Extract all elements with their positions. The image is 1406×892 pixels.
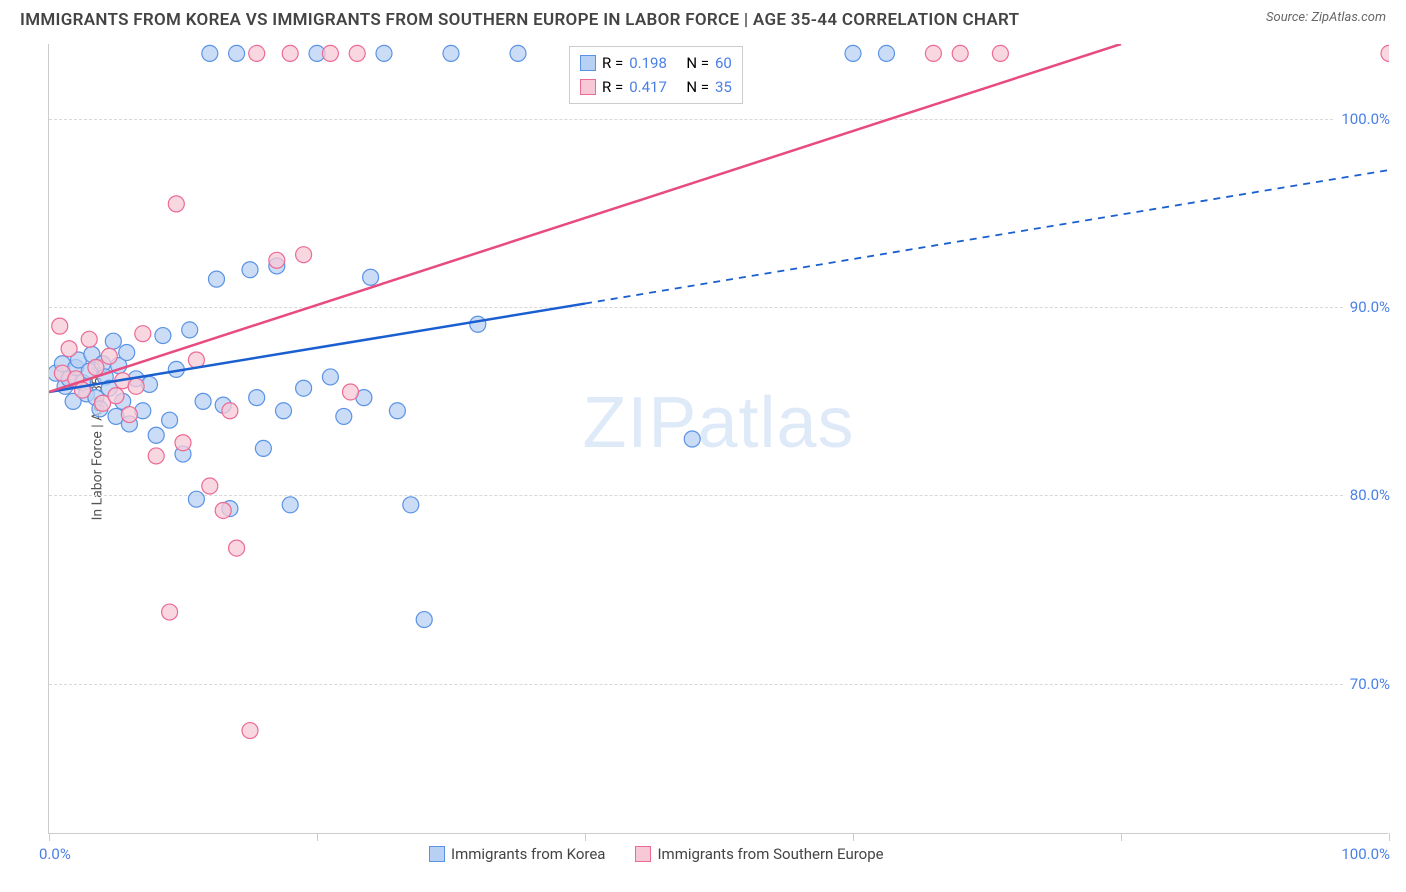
x-tick — [49, 833, 50, 841]
scatter-point — [229, 45, 245, 61]
source-attribution: Source: ZipAtlas.com — [1266, 10, 1386, 25]
scatter-point — [403, 497, 419, 513]
scatter-point — [119, 344, 135, 360]
swatch-series-0 — [580, 55, 596, 71]
scatter-point — [952, 45, 968, 61]
scatter-point — [88, 360, 104, 376]
x-tick — [853, 833, 854, 841]
scatter-point — [322, 369, 338, 385]
scatter-point — [363, 269, 379, 285]
scatter-point — [202, 45, 218, 61]
scatter-point — [229, 540, 245, 556]
scatter-point — [168, 196, 184, 212]
scatter-point — [282, 497, 298, 513]
swatch-bottom-0 — [429, 846, 445, 862]
scatter-point — [269, 252, 285, 268]
scatter-point — [162, 604, 178, 620]
r-value-0: 0.198 — [629, 51, 667, 75]
legend-stats-row-1: R = 0.417 N = 35 — [580, 75, 732, 99]
swatch-series-1 — [580, 79, 596, 95]
scatter-point — [343, 384, 359, 400]
scatter-point — [992, 45, 1008, 61]
scatter-point — [135, 326, 151, 342]
scatter-point — [121, 407, 137, 423]
x-axis-label-min: 0.0% — [39, 845, 71, 863]
series-name-1: Immigrants from Southern Europe — [657, 845, 883, 863]
n-label: N = — [686, 75, 709, 99]
scatter-svg — [49, 44, 1389, 834]
scatter-point — [195, 393, 211, 409]
plot-area: ZIPatlas 70.0%80.0%90.0%100.0% R = 0.198… — [48, 44, 1388, 834]
scatter-point — [148, 427, 164, 443]
scatter-point — [128, 378, 144, 394]
scatter-point — [108, 388, 124, 404]
scatter-point — [879, 45, 895, 61]
scatter-point — [105, 333, 121, 349]
x-tick — [317, 833, 318, 841]
series-name-0: Immigrants from Korea — [451, 845, 605, 863]
scatter-point — [202, 478, 218, 494]
scatter-point — [249, 390, 265, 406]
scatter-point — [215, 502, 231, 518]
scatter-point — [282, 45, 298, 61]
scatter-point — [336, 408, 352, 424]
scatter-point — [925, 45, 941, 61]
scatter-point — [510, 45, 526, 61]
x-axis-label-max: 100.0% — [1341, 845, 1390, 863]
scatter-point — [684, 431, 700, 447]
scatter-point — [255, 440, 271, 456]
regression-line-dashed — [585, 170, 1389, 304]
r-label: R = — [602, 75, 623, 99]
chart-container: In Labor Force | Age 35-44 ZIPatlas 70.0… — [48, 44, 1388, 834]
scatter-point — [416, 612, 432, 628]
swatch-bottom-1 — [635, 846, 651, 862]
scatter-point — [845, 45, 861, 61]
scatter-point — [175, 435, 191, 451]
scatter-point — [222, 403, 238, 419]
legend-stats-row-0: R = 0.198 N = 60 — [580, 51, 732, 75]
scatter-point — [101, 348, 117, 364]
scatter-point — [52, 318, 68, 334]
scatter-point — [188, 491, 204, 507]
scatter-point — [376, 45, 392, 61]
source-prefix: Source: — [1266, 10, 1311, 25]
x-tick — [585, 833, 586, 841]
scatter-point — [61, 341, 77, 357]
scatter-point — [242, 723, 258, 739]
r-label: R = — [602, 51, 623, 75]
source-name: ZipAtlas.com — [1311, 10, 1386, 25]
r-value-1: 0.417 — [629, 75, 667, 99]
scatter-point — [1381, 45, 1389, 61]
scatter-point — [209, 271, 225, 287]
scatter-point — [148, 448, 164, 464]
chart-title: IMMIGRANTS FROM KOREA VS IMMIGRANTS FROM… — [20, 10, 1019, 30]
scatter-point — [242, 262, 258, 278]
scatter-point — [322, 45, 338, 61]
scatter-point — [296, 247, 312, 263]
scatter-point — [182, 322, 198, 338]
scatter-point — [162, 412, 178, 428]
legend-item-0: Immigrants from Korea — [429, 845, 605, 863]
x-tick — [1121, 833, 1122, 841]
scatter-point — [470, 316, 486, 332]
scatter-point — [443, 45, 459, 61]
scatter-point — [155, 328, 171, 344]
legend-item-1: Immigrants from Southern Europe — [635, 845, 883, 863]
x-tick — [1389, 833, 1390, 841]
n-value-1: 35 — [715, 75, 732, 99]
scatter-point — [389, 403, 405, 419]
n-label: N = — [686, 51, 709, 75]
scatter-point — [249, 45, 265, 61]
scatter-point — [349, 45, 365, 61]
scatter-point — [81, 331, 97, 347]
scatter-point — [296, 380, 312, 396]
scatter-point — [276, 403, 292, 419]
legend-stats: R = 0.198 N = 60 R = 0.417 N = 35 — [569, 46, 743, 104]
legend-series: Immigrants from Korea Immigrants from So… — [429, 845, 884, 863]
n-value-0: 60 — [715, 51, 732, 75]
